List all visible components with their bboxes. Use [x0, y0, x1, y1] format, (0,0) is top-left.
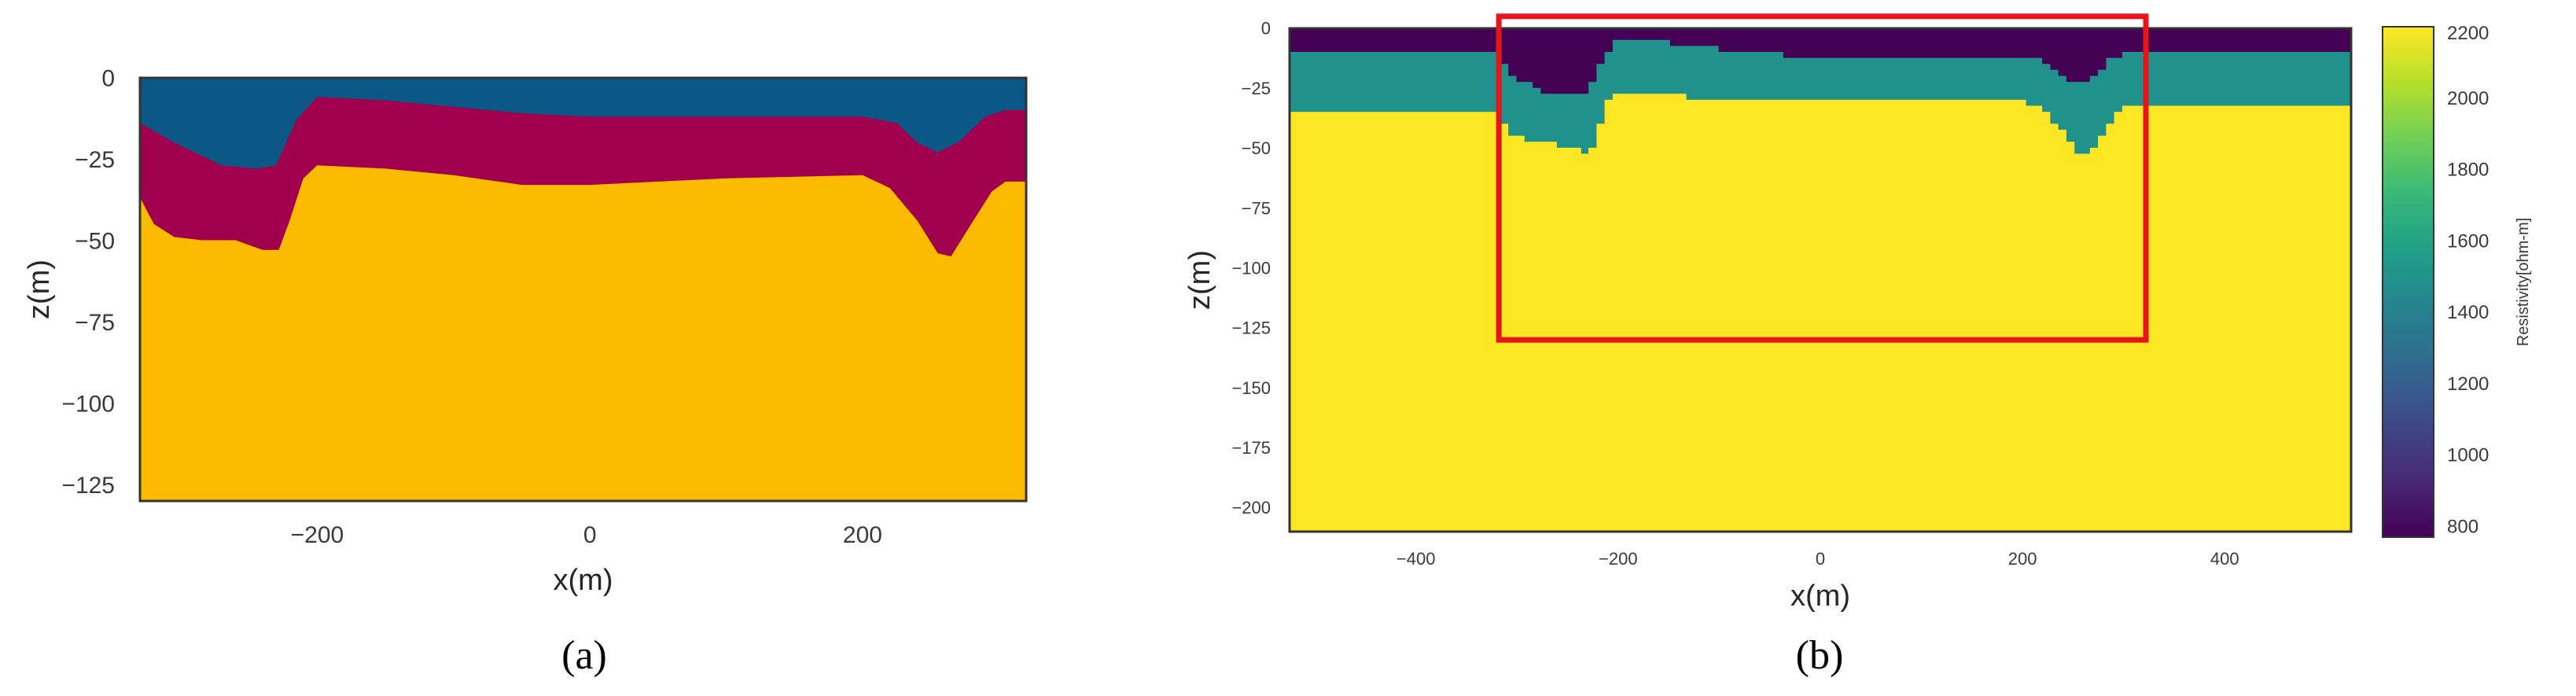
colorbar-tick-label: 2000: [2447, 88, 2489, 109]
x-axis-label: x(m): [1790, 580, 1850, 613]
colorbar-tick-label: 1800: [2447, 160, 2489, 181]
layer-3: [140, 165, 1026, 501]
colorbar-label: Resistivity[ohm-m]: [2515, 218, 2532, 346]
y-axis-label: z(m): [1183, 250, 1216, 310]
panel-caption: (b): [1796, 633, 1844, 678]
y-tick-label: −75: [75, 310, 115, 336]
x-tick-label: 200: [2008, 549, 2037, 569]
y-tick-label: 0: [101, 66, 115, 92]
colorbar-tick-label: 1600: [2447, 230, 2489, 252]
y-tick-label: −200: [1231, 498, 1271, 517]
y-tick-label: −125: [61, 473, 115, 499]
y-tick-label: −75: [1242, 198, 1271, 218]
y-tick-label: −125: [1231, 319, 1271, 338]
x-tick-label: 400: [2210, 549, 2239, 569]
plot-frame: [1288, 27, 2353, 533]
x-tick-label: −200: [1599, 549, 1638, 569]
x-tick-label: 200: [843, 522, 882, 548]
x-tick-label: 0: [583, 522, 597, 548]
panel-a: −200 0 200 0 −25 −50 −75 −100 −125 x(m) z(m) (a): [23, 66, 1028, 678]
y-tick-label: −25: [75, 147, 115, 173]
x-tick-label: −200: [291, 522, 344, 548]
y-tick-label: 0: [1261, 19, 1271, 39]
colorbar: [2382, 26, 2434, 538]
y-tick-label: −100: [1231, 258, 1271, 278]
colorbar-tick-label: 2200: [2447, 23, 2489, 44]
x-axis-label: x(m): [554, 564, 613, 597]
plot-frame: [138, 76, 1028, 503]
x-tick-label: 0: [1816, 549, 1825, 569]
y-tick-label: −50: [75, 228, 115, 254]
x-tick-label: −400: [1397, 549, 1436, 569]
colorbar-tick-label: 1200: [2447, 374, 2489, 395]
y-tick-label: −50: [1242, 138, 1271, 158]
highlight-box: [1496, 13, 2149, 343]
y-tick-label: −25: [1242, 79, 1271, 98]
layer-3: [1290, 94, 2351, 532]
colorbar-tick-label: 800: [2447, 516, 2478, 537]
panel-b: −400 −200 0 200 400 0 −25 −50 −75 −100 −125 −150 −17…: [1183, 13, 2532, 678]
y-tick-label: −150: [1231, 378, 1271, 398]
panel-caption: (a): [561, 633, 607, 678]
colorbar-tick-label: 1000: [2447, 445, 2489, 466]
y-tick-label: −175: [1231, 438, 1271, 458]
y-tick-label: −100: [61, 391, 115, 417]
y-axis-label: z(m): [23, 260, 56, 319]
colorbar-tick-label: 1400: [2447, 302, 2489, 323]
